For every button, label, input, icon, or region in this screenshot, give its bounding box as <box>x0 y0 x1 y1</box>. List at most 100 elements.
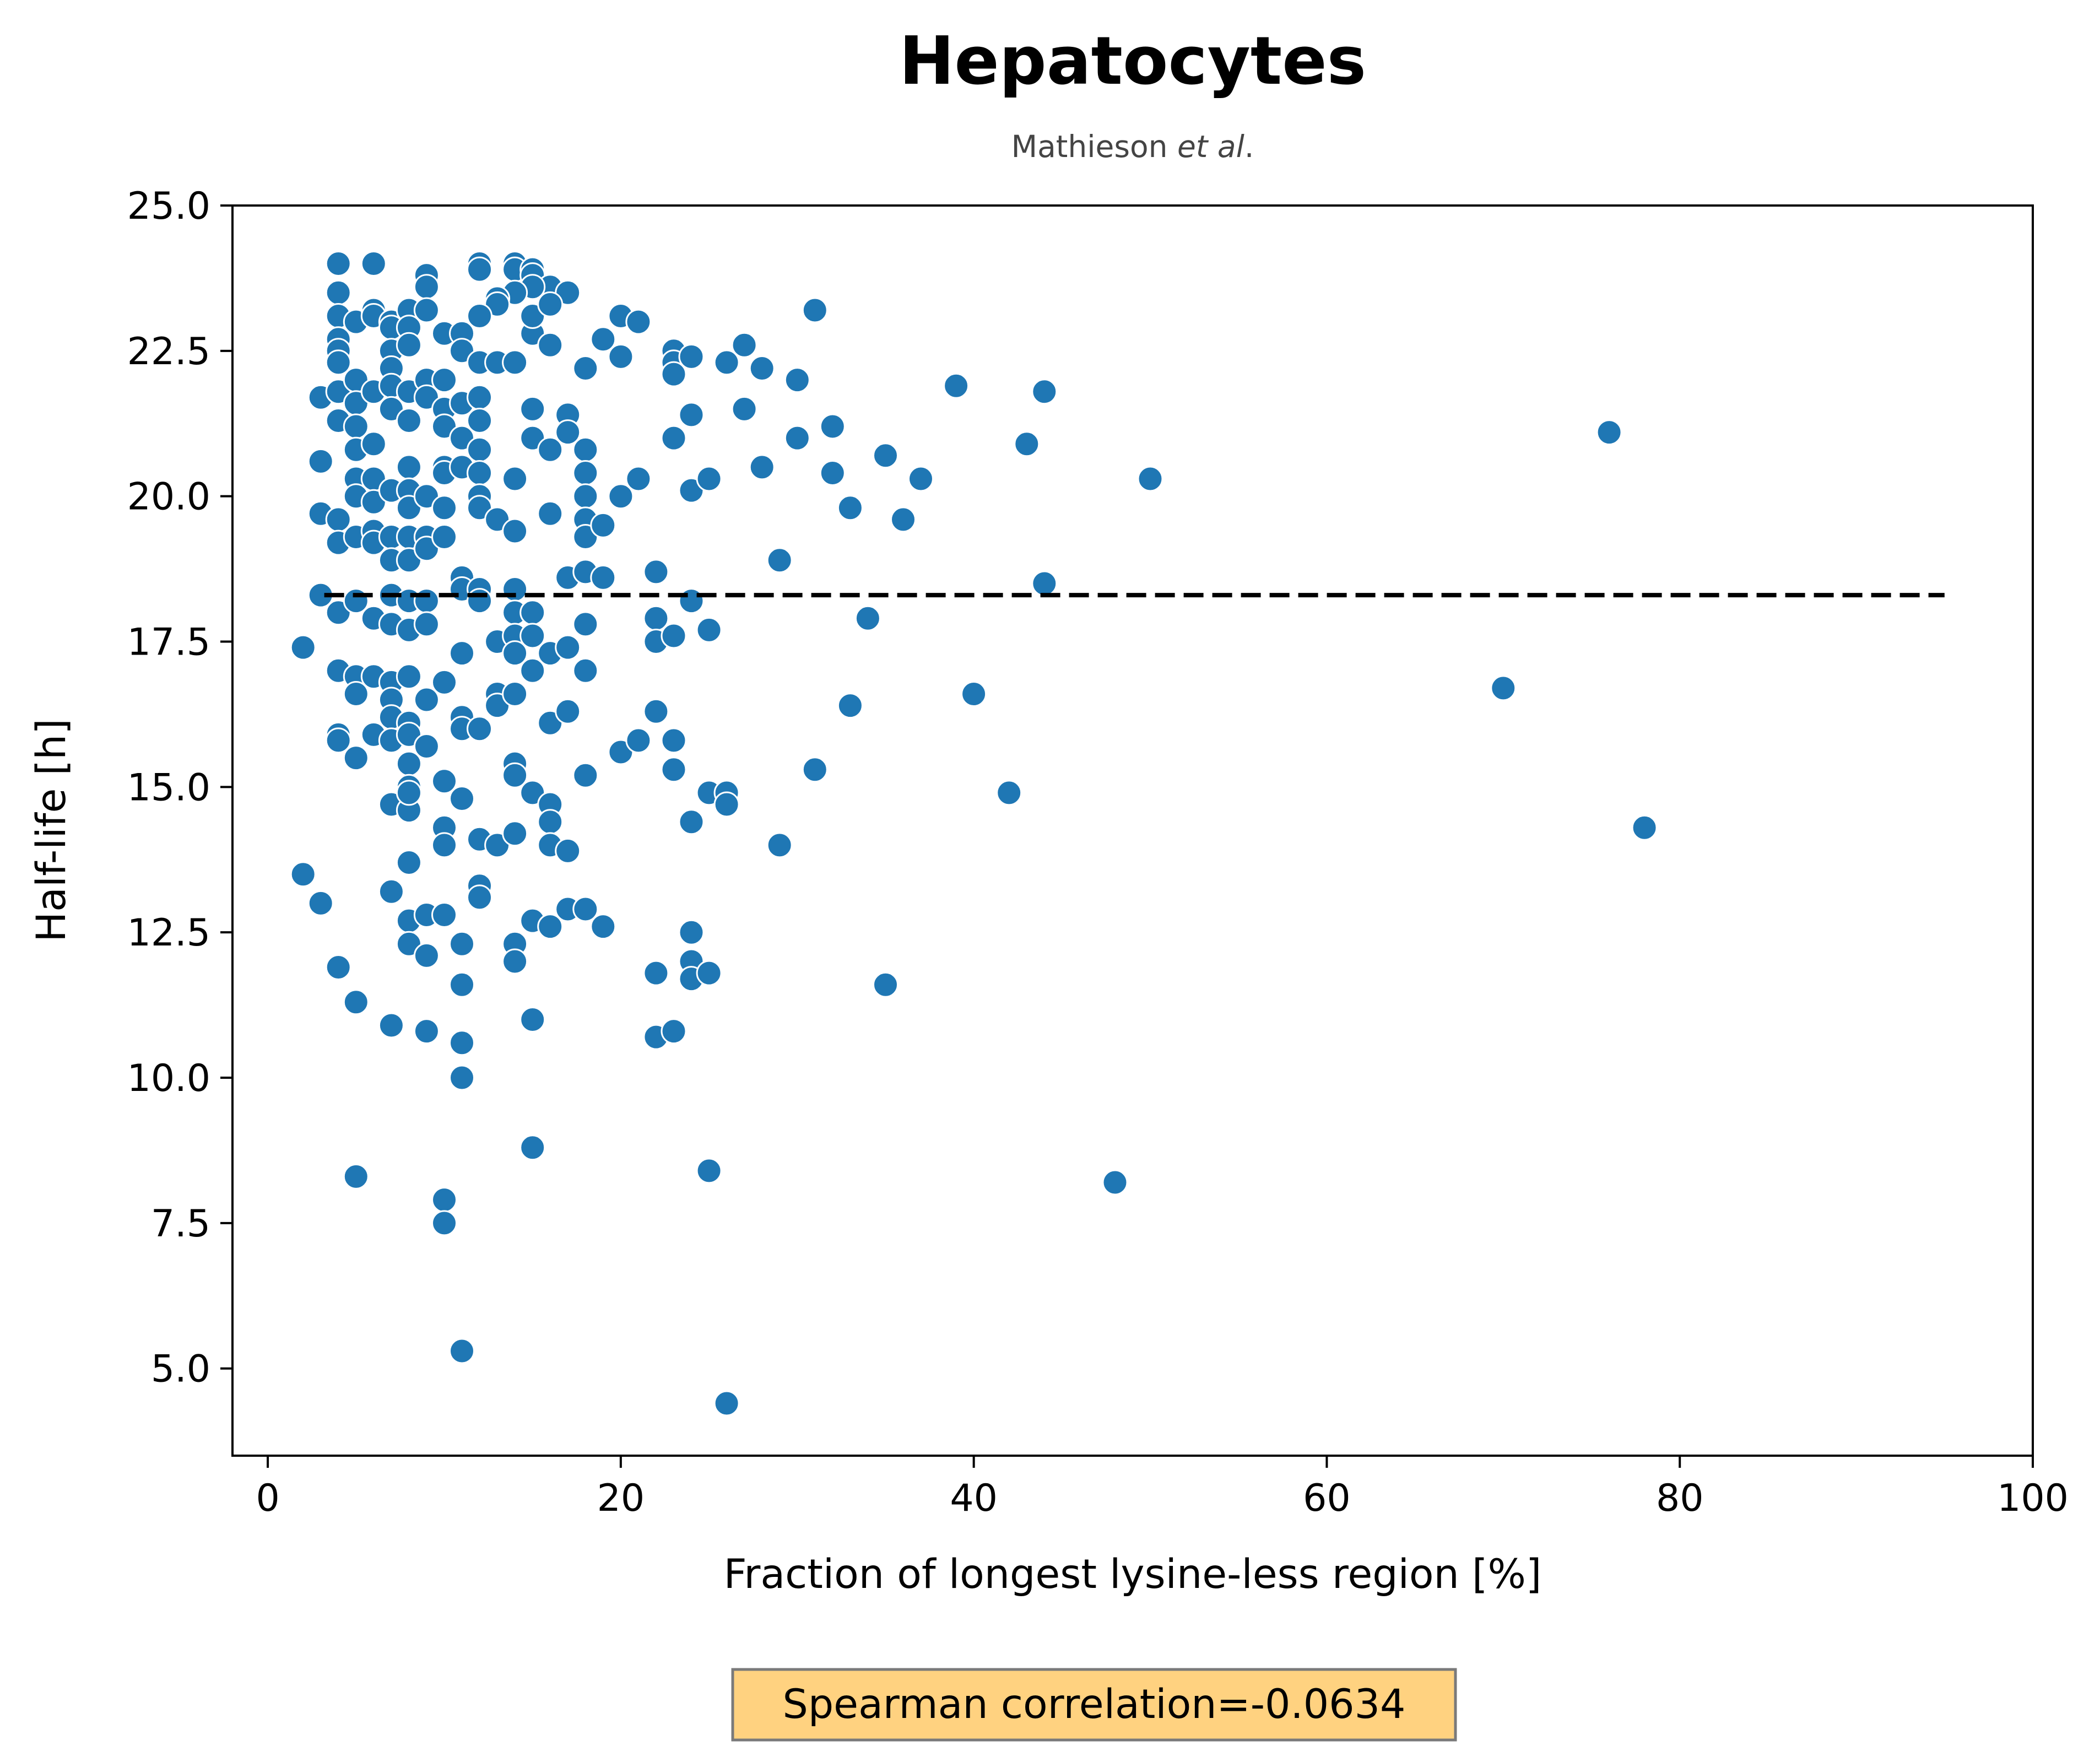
data-point <box>413 588 440 614</box>
data-point <box>873 442 899 469</box>
data-point <box>449 971 475 998</box>
data-point <box>873 971 899 998</box>
x-tick-label: 100 <box>1997 1477 2069 1520</box>
x-tick-label: 20 <box>597 1477 645 1520</box>
data-point <box>413 611 440 637</box>
data-point <box>555 837 581 864</box>
data-point <box>590 326 616 353</box>
y-tick-label: 20.0 <box>127 475 210 519</box>
data-point <box>343 681 369 707</box>
data-point <box>413 1018 440 1045</box>
data-point <box>572 611 599 637</box>
data-point <box>1031 379 1058 405</box>
data-points <box>290 251 1658 1417</box>
data-point <box>625 309 652 335</box>
data-point <box>572 355 599 381</box>
data-point <box>467 716 492 742</box>
data-point <box>661 623 687 649</box>
data-point <box>537 500 564 527</box>
data-point <box>908 466 934 492</box>
x-tick-label: 0 <box>256 1477 279 1520</box>
data-point <box>643 559 669 585</box>
data-point <box>1014 431 1040 457</box>
data-point <box>396 332 422 358</box>
data-point <box>307 890 334 916</box>
data-point <box>537 914 564 940</box>
subtitle-italic: et al <box>1177 129 1245 164</box>
data-point <box>572 483 599 510</box>
x-axis-label: Fraction of longest lysine-less region [… <box>724 1551 1542 1598</box>
data-point <box>590 512 616 538</box>
data-point <box>890 506 916 533</box>
data-point <box>519 1007 546 1033</box>
data-point <box>749 355 775 381</box>
data-point <box>502 576 528 602</box>
plot-frame <box>231 204 2034 1457</box>
data-point <box>590 564 616 591</box>
data-point <box>449 1030 475 1056</box>
data-point <box>661 756 687 783</box>
data-point <box>502 518 528 544</box>
data-point <box>1596 419 1622 446</box>
x-axis: 0 20 40 60 80 100 <box>256 1456 2069 1520</box>
data-point <box>519 657 546 684</box>
data-point <box>467 884 492 911</box>
data-point <box>519 1134 546 1161</box>
data-point <box>802 756 828 783</box>
subtitle-author: Mathieson <box>1011 129 1177 164</box>
y-tick-label: 10.0 <box>127 1057 210 1100</box>
data-point <box>467 408 492 434</box>
data-point <box>343 989 369 1015</box>
data-point <box>502 466 528 492</box>
data-point <box>360 251 387 277</box>
data-point <box>731 396 757 422</box>
x-tick-label: 80 <box>1656 1477 1704 1520</box>
data-point <box>502 349 528 376</box>
data-point <box>661 727 687 754</box>
subtitle-period: . <box>1244 129 1254 164</box>
data-point <box>643 698 669 725</box>
data-point <box>431 1210 457 1236</box>
data-point <box>678 402 705 428</box>
y-axis: 5.0 7.5 10.0 12.5 15.0 17.5 20.0 22.5 25.0 <box>127 185 232 1391</box>
data-point <box>449 1338 475 1364</box>
data-point <box>378 878 404 905</box>
data-point <box>343 745 369 771</box>
data-point <box>643 960 669 986</box>
data-point <box>1031 570 1058 597</box>
data-point <box>661 1018 687 1045</box>
data-point <box>467 588 492 614</box>
y-tick-label: 5.0 <box>151 1348 210 1391</box>
data-point <box>467 384 492 410</box>
data-point <box>678 588 705 614</box>
data-point <box>396 780 422 806</box>
y-tick-label: 12.5 <box>127 911 210 955</box>
y-tick-label: 17.5 <box>127 621 210 664</box>
data-point <box>608 343 634 370</box>
data-point <box>413 942 440 969</box>
data-point <box>343 1163 369 1190</box>
data-point <box>661 361 687 387</box>
data-point <box>713 791 740 818</box>
data-point <box>431 832 457 858</box>
chart-title: Hepatocytes <box>899 23 1366 100</box>
data-point <box>678 809 705 835</box>
data-point <box>449 640 475 667</box>
data-point <box>413 733 440 759</box>
data-point <box>502 681 528 707</box>
spearman-annotation: Spearman correlation=-0.0634 <box>782 1681 1405 1728</box>
data-point <box>325 251 351 277</box>
data-point <box>325 279 351 306</box>
data-point <box>537 332 564 358</box>
y-tick-label: 7.5 <box>151 1202 210 1246</box>
data-point <box>572 657 599 684</box>
data-point <box>413 297 440 323</box>
data-point <box>307 448 334 474</box>
data-point <box>1490 675 1517 701</box>
data-point <box>1631 814 1658 841</box>
data-point <box>713 349 740 376</box>
data-point <box>572 460 599 486</box>
data-point <box>555 634 581 661</box>
data-point <box>819 460 846 486</box>
data-point <box>625 466 652 492</box>
